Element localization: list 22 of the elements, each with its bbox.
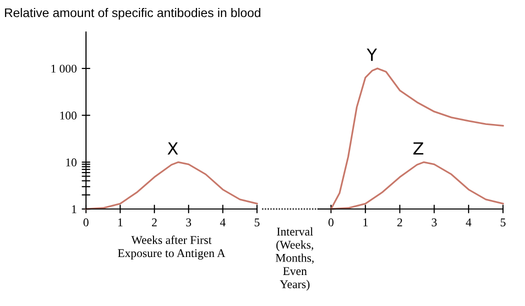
x-axis-title: Weeks after First Exposure to Antigen A	[118, 236, 226, 260]
x-tick-label: 2	[397, 218, 402, 226]
x-tick-label: 1	[118, 218, 122, 226]
x-tick-label: 4	[220, 218, 226, 226]
y-tick-label: 100	[60, 112, 77, 120]
x-tick-label: 3	[432, 218, 437, 226]
chart-title: Relative amount of specific antibodies in blood	[5, 8, 260, 20]
x-tick-label: 5	[254, 218, 260, 226]
series-label: Y	[366, 48, 378, 61]
y-tick-label: 1 000	[51, 64, 77, 73]
text: Interval (Weeks, Months, Even Years)	[276, 227, 314, 291]
y-tick-label: 1	[72, 205, 76, 214]
series-label: Z	[413, 142, 424, 155]
x-tick-label: 0	[84, 218, 88, 226]
x-tick-label: 0	[328, 218, 334, 226]
x-tick-label: 4	[466, 218, 472, 226]
y-tick-label: 10	[66, 158, 77, 166]
series-label: X	[168, 142, 178, 155]
x-tick-label: 1	[363, 218, 368, 226]
x-tick-label: 3	[186, 218, 192, 226]
x-tick-label: 5	[500, 218, 506, 226]
x-tick-label: 2	[152, 218, 157, 226]
